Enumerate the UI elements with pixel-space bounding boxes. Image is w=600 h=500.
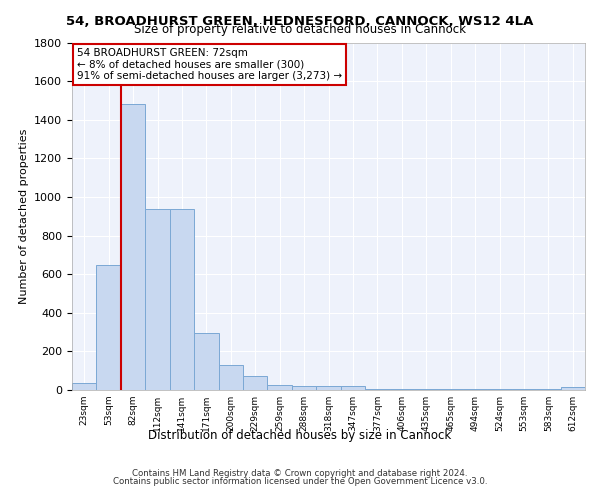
Bar (536, 389, 560, 390)
Text: Size of property relative to detached houses in Cannock: Size of property relative to detached ho… (134, 22, 466, 36)
Bar (268, 385, 292, 390)
Bar (487, 389, 512, 390)
Bar (121, 104, 145, 390)
Bar (341, 386, 365, 390)
Text: Distribution of detached houses by size in Cannock: Distribution of detached houses by size … (148, 430, 452, 442)
Text: 54, BROADHURST GREEN, HEDNESFORD, CANNOCK, WS12 4LA: 54, BROADHURST GREEN, HEDNESFORD, CANNOC… (67, 15, 533, 28)
Bar (316, 386, 341, 390)
Bar (365, 389, 389, 390)
Bar (292, 386, 316, 390)
Text: Contains public sector information licensed under the Open Government Licence v3: Contains public sector information licen… (113, 477, 487, 486)
Bar (243, 376, 268, 390)
Bar (463, 389, 487, 390)
Bar (439, 389, 463, 390)
Bar (97, 264, 121, 390)
Bar (145, 210, 170, 390)
Text: Contains HM Land Registry data © Crown copyright and database right 2024.: Contains HM Land Registry data © Crown c… (132, 468, 468, 477)
Bar (512, 389, 536, 390)
Bar (560, 387, 585, 390)
Bar (194, 333, 218, 390)
Bar (389, 389, 414, 390)
Bar (218, 365, 243, 390)
Text: 54 BROADHURST GREEN: 72sqm
← 8% of detached houses are smaller (300)
91% of semi: 54 BROADHURST GREEN: 72sqm ← 8% of detac… (77, 48, 342, 81)
Y-axis label: Number of detached properties: Number of detached properties (19, 128, 29, 304)
Bar (170, 210, 194, 390)
Bar (72, 383, 97, 390)
Bar (414, 389, 439, 390)
